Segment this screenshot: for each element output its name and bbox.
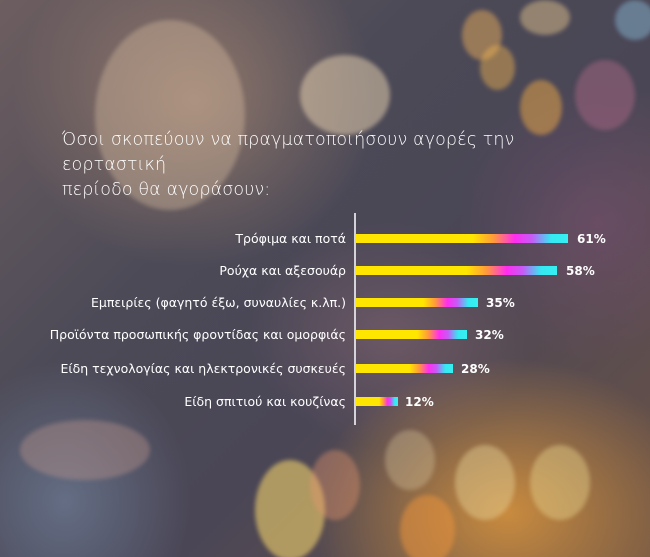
bar (356, 298, 478, 307)
bar (356, 364, 453, 373)
chart-title-line-2: περίοδο θα αγοράσουν: (62, 180, 271, 200)
bar-value: 35% (486, 296, 515, 310)
bar-row: Είδη σπιτιού και κουζίνας 12% (0, 392, 650, 412)
bar-value: 28% (461, 362, 490, 376)
y-axis-line (354, 213, 356, 425)
chart-title: Όσοι σκοπεύουν να πραγματοποιήσουν αγορέ… (62, 128, 622, 203)
bar-label: Ρούχα και αξεσουάρ (219, 263, 346, 278)
bar-row: Ρούχα και αξεσουάρ 58% (0, 261, 650, 281)
bar-label: Προϊόντα προσωπικής φροντίδας και ομορφι… (49, 327, 346, 342)
bar (356, 266, 557, 275)
chart-title-line-1: Όσοι σκοπεύουν να πραγματοποιήσουν αγορέ… (62, 130, 515, 175)
bar (356, 234, 568, 243)
bar-label: Εμπειρίες (φαγητό έξω, συναυλίες κ.λπ.) (91, 295, 346, 310)
bar-row: Εμπειρίες (φαγητό έξω, συναυλίες κ.λπ.) … (0, 293, 650, 313)
bar-row: Είδη τεχνολογίας και ηλεκτρονικές συσκευ… (0, 359, 650, 379)
bar-value: 58% (566, 264, 595, 278)
bar-label: Είδη τεχνολογίας και ηλεκτρονικές συσκευ… (60, 361, 346, 376)
bar-label: Είδη σπιτιού και κουζίνας (184, 394, 346, 409)
bar-row: Προϊόντα προσωπικής φροντίδας και ομορφι… (0, 325, 650, 345)
bar (356, 397, 398, 406)
bar-label: Τρόφιμα και ποτά (235, 231, 346, 246)
bar-value: 32% (475, 328, 504, 342)
bar (356, 330, 467, 339)
bar-value: 12% (405, 395, 434, 409)
bar-value: 61% (577, 232, 606, 246)
bar-row: Τρόφιμα και ποτά 61% (0, 229, 650, 249)
